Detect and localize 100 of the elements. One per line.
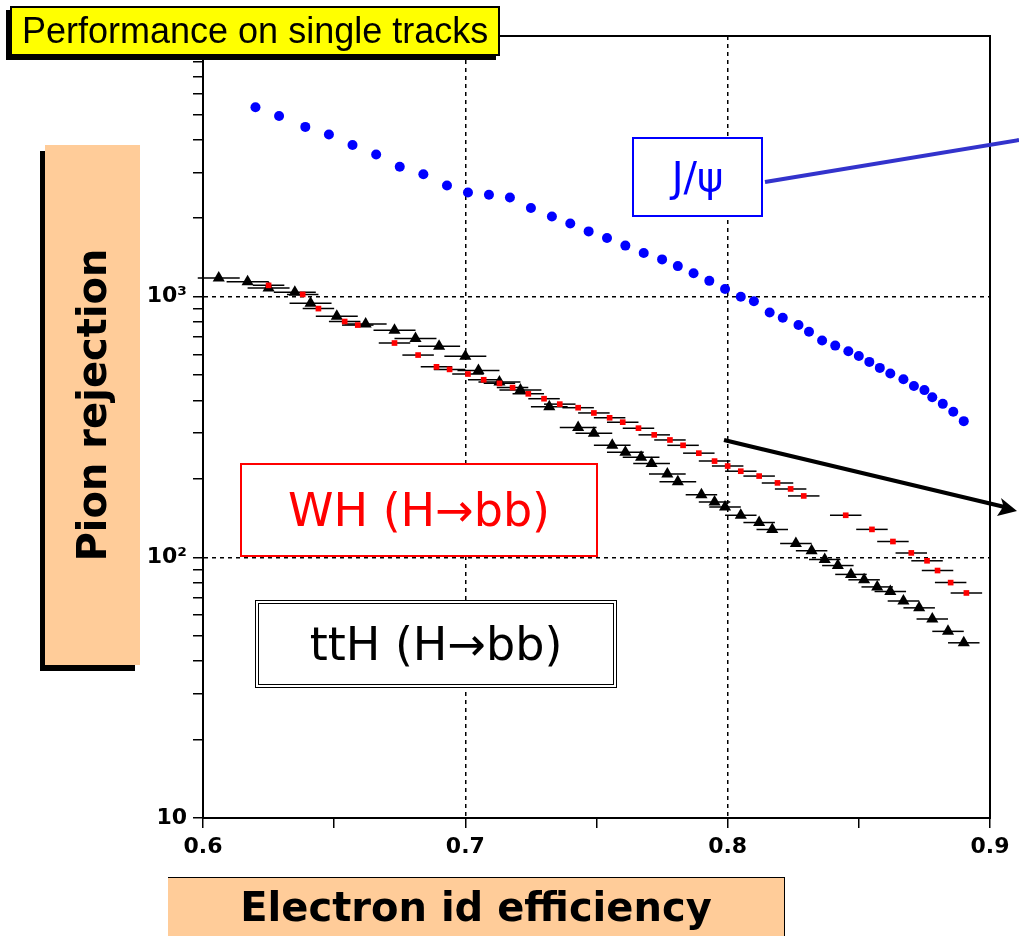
point	[908, 550, 915, 556]
point	[250, 102, 261, 113]
point	[724, 463, 731, 469]
point	[635, 425, 642, 431]
point	[409, 331, 422, 343]
point	[565, 218, 576, 229]
point	[525, 390, 532, 397]
point	[787, 486, 794, 492]
x-tick-label: 0.6	[183, 832, 223, 858]
point	[734, 508, 747, 519]
point	[394, 161, 405, 172]
point	[541, 395, 547, 402]
point	[667, 437, 673, 443]
point	[388, 323, 401, 334]
point	[818, 552, 831, 564]
point	[753, 515, 766, 527]
point	[937, 398, 948, 409]
point	[756, 473, 762, 479]
y-tick-label: 10³	[146, 282, 187, 308]
point	[885, 368, 896, 379]
point	[635, 450, 648, 461]
y-axis-title: Pion rejection	[69, 248, 115, 562]
series-label: WH (H→bb)	[240, 463, 598, 557]
point	[704, 275, 715, 286]
point	[941, 624, 955, 635]
point	[525, 202, 536, 213]
point	[418, 169, 429, 180]
point	[800, 493, 807, 499]
point	[543, 399, 556, 411]
point	[288, 285, 301, 296]
point	[359, 317, 372, 328]
point	[913, 600, 926, 612]
point	[711, 458, 718, 464]
point	[606, 438, 619, 449]
point	[671, 474, 684, 486]
point	[583, 226, 594, 237]
point	[433, 339, 446, 350]
point	[391, 340, 398, 346]
point	[300, 121, 311, 132]
point	[737, 468, 744, 475]
point	[871, 579, 884, 591]
point	[441, 180, 452, 191]
point	[803, 326, 814, 337]
point	[748, 296, 759, 307]
point	[299, 291, 306, 298]
point	[465, 371, 471, 377]
point	[514, 383, 527, 394]
point	[274, 111, 285, 122]
point	[793, 320, 804, 331]
point	[591, 410, 597, 416]
point	[843, 346, 854, 357]
point	[963, 590, 970, 596]
point	[869, 526, 875, 533]
point	[504, 192, 515, 203]
point	[672, 261, 683, 272]
point	[680, 442, 686, 449]
x-tick-label: 0.7	[445, 832, 485, 858]
point	[844, 567, 858, 578]
point	[572, 420, 585, 431]
x-tick-label: 0.8	[708, 832, 748, 858]
point	[764, 307, 775, 318]
point	[330, 309, 343, 320]
x-tick-label: 0.9	[970, 832, 1010, 858]
point	[371, 149, 382, 160]
point	[735, 291, 746, 302]
point	[957, 635, 970, 647]
point	[606, 414, 613, 421]
point	[926, 612, 939, 623]
point	[777, 312, 788, 323]
point	[874, 362, 885, 373]
point	[720, 284, 731, 295]
y-tick-label: 10	[156, 803, 187, 829]
point	[651, 432, 658, 438]
point	[462, 187, 473, 198]
point	[817, 335, 828, 346]
point	[853, 351, 864, 362]
point	[766, 522, 779, 533]
point	[354, 322, 361, 328]
point	[459, 349, 472, 360]
point	[919, 385, 930, 396]
series-label: J/ψ	[632, 137, 763, 217]
point	[774, 480, 781, 486]
point	[842, 512, 849, 519]
point	[927, 392, 938, 403]
point	[575, 404, 581, 411]
point	[556, 401, 563, 407]
point	[433, 364, 440, 370]
y-tick-label: 10²	[146, 543, 187, 569]
point	[831, 558, 844, 570]
point	[858, 572, 871, 584]
point	[546, 211, 557, 222]
point	[884, 584, 897, 595]
point	[695, 450, 702, 456]
point	[483, 189, 494, 200]
point	[619, 445, 632, 456]
point	[898, 374, 909, 385]
point	[620, 240, 631, 251]
point	[241, 274, 254, 286]
chart-title: Performance on single tracks	[10, 6, 501, 56]
point	[789, 536, 802, 547]
